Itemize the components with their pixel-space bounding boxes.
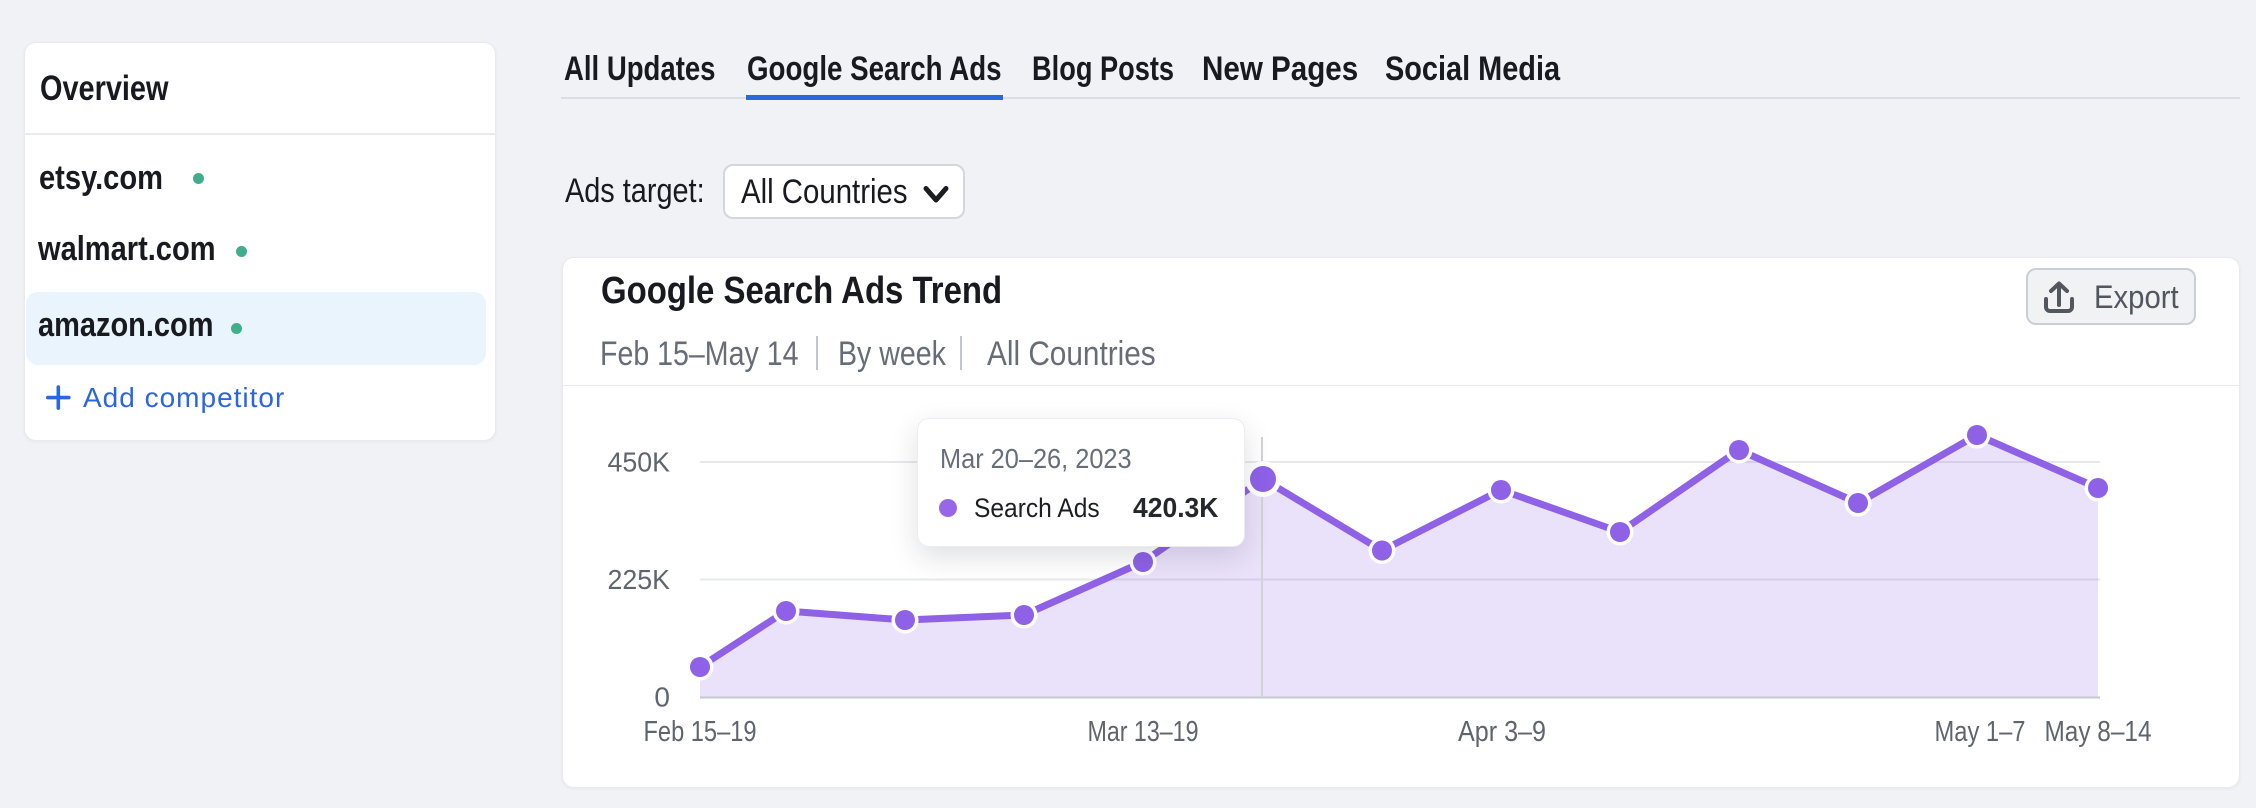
svg-text:Feb 15–19: Feb 15–19 (644, 716, 757, 748)
svg-text:0: 0 (654, 682, 670, 713)
svg-text:Mar 13–19: Mar 13–19 (1088, 716, 1199, 748)
svg-text:Apr 3–9: Apr 3–9 (1458, 716, 1546, 748)
svg-text:450K: 450K (608, 447, 671, 478)
svg-text:225K: 225K (608, 564, 671, 595)
svg-text:May 1–7: May 1–7 (1935, 716, 2026, 748)
svg-text:May 8–14: May 8–14 (2045, 716, 2152, 748)
